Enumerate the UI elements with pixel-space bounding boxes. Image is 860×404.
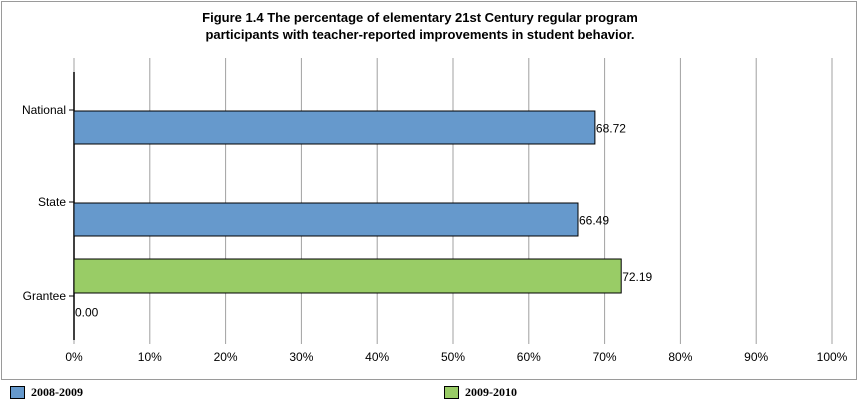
x-tick-label: 20% bbox=[214, 350, 238, 364]
x-tick-label: 60% bbox=[517, 350, 541, 364]
x-tick-label: 50% bbox=[441, 350, 465, 364]
legend-swatch-2008-2009 bbox=[10, 386, 25, 399]
x-tick-label: 80% bbox=[668, 350, 692, 364]
x-tick-label: 90% bbox=[744, 350, 768, 364]
legend-label-2009-2010: 2009-2010 bbox=[465, 385, 517, 399]
bar bbox=[73, 258, 622, 294]
chart-frame bbox=[1, 1, 857, 380]
x-tick-label: 10% bbox=[138, 350, 162, 364]
data-label: 68.72 bbox=[596, 122, 626, 136]
data-label: 66.49 bbox=[579, 214, 609, 228]
y-tick-label: National bbox=[22, 103, 66, 117]
chart-title: Figure 1.4 The percentage of elementary … bbox=[60, 9, 780, 43]
x-tick-label: 70% bbox=[593, 350, 617, 364]
chart-title-line-2: participants with teacher-reported impro… bbox=[205, 27, 635, 42]
legend-item-2009-2010: 2009-2010 bbox=[444, 385, 517, 400]
data-label: 72.19 bbox=[622, 270, 652, 284]
legend-label-2008-2009: 2008-2009 bbox=[31, 385, 83, 399]
data-label: 0.00 bbox=[75, 306, 99, 320]
y-tick-label: State bbox=[38, 195, 66, 209]
x-tick-label: 30% bbox=[289, 350, 313, 364]
chart-title-line-1: Figure 1.4 The percentage of elementary … bbox=[202, 10, 638, 25]
bar bbox=[73, 110, 596, 145]
bar bbox=[73, 202, 579, 237]
legend-item-2008-2009: 2008-2009 bbox=[10, 385, 83, 400]
legend-swatch-2009-2010 bbox=[444, 386, 459, 399]
x-tick-label: 40% bbox=[365, 350, 389, 364]
x-tick-label: 0% bbox=[65, 350, 83, 364]
legend: 2008-2009 2009-2010 bbox=[0, 381, 860, 404]
bar-chart: 0% 10% 20% 30% 40% 50% 60% 70% 80% 90% 100% Nationa… bbox=[22, 58, 848, 364]
y-tick-label: Grantee bbox=[23, 289, 67, 303]
x-tick-label: 100% bbox=[817, 350, 848, 364]
